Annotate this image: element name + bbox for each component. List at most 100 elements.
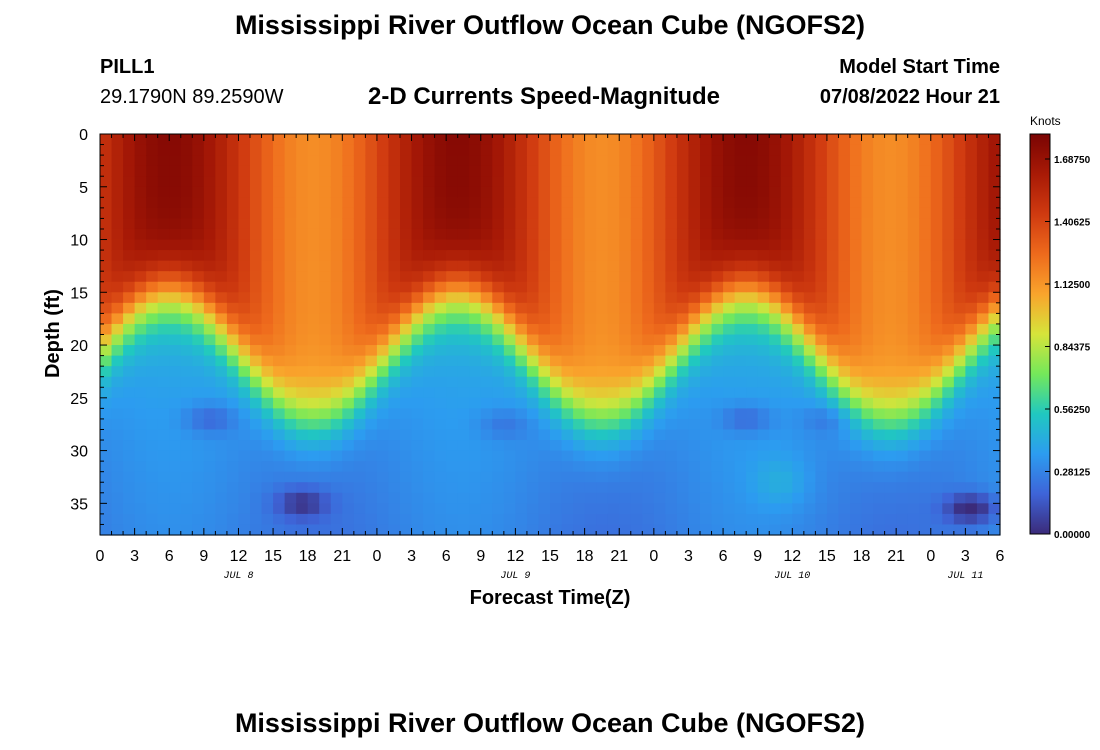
heatmap-cell	[169, 250, 182, 262]
heatmap-cell	[676, 429, 690, 441]
heatmap-cell	[550, 408, 563, 420]
heatmap-cell	[550, 239, 563, 251]
heatmap-cell	[976, 134, 990, 146]
heatmap-cell	[942, 292, 955, 304]
heatmap-cell	[630, 197, 643, 209]
heatmap-cell	[861, 513, 874, 526]
heatmap-cell	[526, 155, 540, 167]
heatmap-cell	[780, 197, 793, 209]
heatmap-cell	[746, 461, 759, 473]
heatmap-cell	[480, 250, 493, 262]
heatmap-cell	[630, 281, 643, 293]
heatmap-cell	[700, 334, 713, 346]
heatmap-cell	[688, 239, 701, 251]
heatmap-cell	[330, 513, 343, 526]
heatmap-cell	[930, 271, 943, 283]
heatmap-cell	[653, 207, 666, 220]
heatmap-cell	[423, 197, 436, 209]
heatmap-cell	[792, 408, 805, 420]
heatmap-cell	[850, 492, 863, 504]
heatmap-cell	[803, 513, 816, 526]
heatmap-cell	[746, 418, 759, 431]
heatmap-cell	[953, 471, 966, 483]
heatmap-cell	[307, 461, 320, 473]
heatmap-cell	[238, 260, 251, 272]
heatmap-cell	[953, 461, 966, 473]
heatmap-cell	[953, 397, 966, 409]
heatmap-cell	[411, 292, 424, 304]
heatmap-cell	[953, 387, 966, 399]
heatmap-cell	[353, 239, 366, 251]
heatmap-cell	[665, 418, 678, 431]
heatmap-cell	[111, 355, 124, 367]
heatmap-cell	[550, 176, 563, 188]
heatmap-cell	[203, 387, 216, 399]
heatmap-cell	[700, 271, 713, 283]
heatmap-cell	[157, 302, 170, 314]
heatmap-cell	[538, 228, 551, 241]
heatmap-cell	[873, 387, 886, 399]
heatmap-cell	[642, 387, 655, 399]
heatmap-cell	[457, 429, 470, 441]
heatmap-cell	[192, 313, 205, 325]
heatmap-cell	[146, 281, 159, 293]
heatmap-cell	[261, 292, 274, 304]
heatmap-cell	[169, 281, 182, 293]
heatmap-cell	[273, 260, 286, 272]
heatmap-cell	[907, 387, 920, 399]
heatmap-cell	[203, 450, 216, 462]
heatmap-cell	[815, 239, 828, 251]
heatmap-cell	[861, 524, 874, 536]
heatmap-cell	[769, 281, 782, 293]
heatmap-cell	[619, 345, 632, 357]
heatmap-cell	[457, 302, 470, 314]
heatmap-cell	[157, 176, 170, 188]
heatmap-cell	[803, 387, 816, 399]
heatmap-cell	[365, 408, 378, 420]
heatmap-cell	[919, 313, 932, 325]
heatmap-cell	[250, 271, 263, 283]
heatmap-cell	[896, 134, 909, 146]
heatmap-cell	[607, 134, 620, 146]
heatmap-cell	[688, 165, 701, 177]
heatmap-cell	[711, 461, 724, 473]
heatmap-cell	[319, 408, 332, 420]
heatmap-cell	[100, 418, 113, 431]
heatmap-cell	[619, 228, 632, 241]
heatmap-cell	[665, 355, 678, 367]
heatmap-cell	[423, 207, 436, 220]
heatmap-cell	[850, 345, 863, 357]
heatmap-cell	[434, 197, 447, 209]
heatmap-cell	[653, 197, 666, 209]
heatmap-cell	[284, 450, 297, 462]
heatmap-cell	[503, 323, 516, 336]
heatmap-cell	[238, 176, 251, 188]
heatmap-cell	[746, 281, 759, 293]
heatmap-cell	[388, 271, 401, 283]
heatmap-cell	[238, 302, 251, 314]
heatmap-cell	[596, 355, 609, 367]
heatmap-cell	[365, 260, 378, 272]
heatmap-cell	[342, 492, 355, 504]
heatmap-cell	[988, 492, 1001, 504]
heatmap-cell	[273, 397, 286, 409]
heatmap-cell	[353, 450, 366, 462]
heatmap-cell	[930, 302, 943, 314]
heatmap-cell	[838, 313, 851, 325]
heatmap-cell	[850, 323, 863, 336]
heatmap-cell	[469, 218, 482, 230]
heatmap-cell	[965, 376, 978, 388]
colorbar-tick-label: 1.68750	[1054, 155, 1091, 166]
heatmap-cell	[157, 197, 170, 209]
heatmap-cell	[330, 345, 343, 357]
heatmap-cell	[896, 323, 909, 336]
heatmap-cell	[884, 144, 897, 156]
heatmap-cell	[607, 165, 620, 177]
heatmap-cell	[584, 176, 597, 188]
heatmap-cell	[319, 144, 332, 156]
heatmap-cell	[411, 134, 424, 146]
heatmap-cell	[769, 513, 782, 526]
heatmap-cell	[169, 155, 182, 167]
heatmap-cell	[284, 524, 297, 536]
heatmap-cell	[492, 292, 505, 304]
